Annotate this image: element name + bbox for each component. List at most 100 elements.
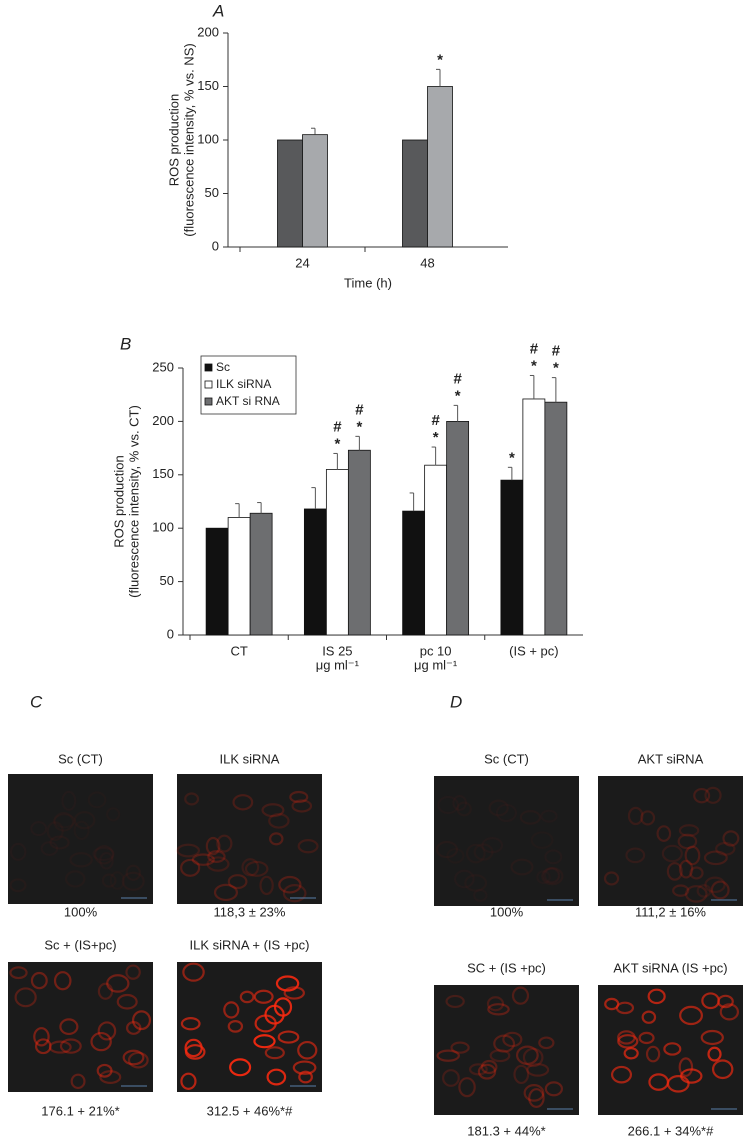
y-tick-label: 50	[205, 185, 219, 200]
micrograph	[434, 985, 579, 1115]
cell	[510, 858, 534, 876]
cell	[678, 1057, 694, 1077]
cell	[182, 962, 205, 982]
bar	[544, 401, 568, 636]
cell	[715, 841, 736, 856]
cell	[216, 834, 233, 853]
cell	[627, 806, 644, 826]
cell	[59, 1038, 82, 1054]
significance-marker: *	[455, 387, 461, 404]
cell	[49, 835, 70, 850]
cell	[241, 858, 260, 877]
cell	[97, 982, 114, 1000]
cell	[176, 843, 201, 858]
image-title: AKT siRNA (IS +pc)	[613, 960, 727, 975]
cell	[679, 1005, 703, 1026]
cell	[538, 1036, 555, 1050]
cell	[244, 860, 269, 877]
cell	[9, 966, 28, 980]
legend-label: Sc	[216, 360, 230, 374]
cell	[33, 1027, 50, 1047]
cell	[707, 1046, 722, 1062]
bar	[446, 420, 470, 636]
cell	[278, 875, 302, 894]
cell	[191, 853, 215, 866]
image-title: ILK siRNA	[220, 751, 280, 766]
significance-marker: *	[433, 429, 439, 446]
cell	[291, 799, 313, 813]
significance-marker: *	[437, 51, 443, 68]
cell	[502, 1031, 523, 1048]
error-bar	[507, 466, 513, 481]
cell	[604, 997, 620, 1011]
bar	[249, 512, 273, 636]
cell	[70, 1073, 86, 1090]
cell	[239, 990, 255, 1004]
cell	[9, 878, 27, 893]
cell	[689, 866, 704, 880]
image-caption: 111,2 ± 16%	[635, 904, 706, 919]
cell	[273, 997, 293, 1017]
legend-label: ILK siRNA	[216, 377, 271, 391]
cell	[53, 971, 72, 991]
cell	[489, 1049, 511, 1063]
cell	[645, 1045, 661, 1063]
cell	[268, 813, 290, 829]
image-caption: 176.1 + 21%*	[41, 1103, 119, 1118]
micrograph	[598, 776, 743, 906]
cell	[207, 850, 226, 863]
image-caption: 312.5 + 46%*#	[207, 1103, 293, 1118]
cell	[125, 964, 141, 980]
bar	[522, 398, 546, 636]
cell	[94, 845, 115, 865]
cell	[656, 825, 672, 842]
bar	[427, 86, 453, 248]
cell	[704, 876, 726, 894]
cell	[710, 880, 730, 900]
image-title: Sc + (IS+pc)	[44, 937, 116, 952]
x-tick-label: 24	[295, 255, 309, 270]
x-tick-label: IS 25	[322, 643, 352, 658]
error-bar	[529, 374, 535, 399]
cell	[684, 885, 708, 903]
cell	[678, 824, 700, 837]
y-tick-label: 150	[152, 466, 174, 481]
cell	[180, 1072, 197, 1090]
significance-marker: *	[531, 357, 537, 374]
cell	[711, 1059, 734, 1080]
error-bar	[311, 487, 316, 509]
significance-marker: #	[431, 412, 440, 429]
cell	[519, 809, 542, 825]
cell	[684, 845, 701, 866]
cell	[468, 1063, 488, 1076]
cell	[259, 875, 274, 896]
cell	[696, 884, 712, 898]
significance-marker: #	[355, 401, 364, 418]
bar	[402, 139, 428, 248]
cell	[116, 993, 138, 1010]
cell	[541, 867, 564, 886]
image-title: SC + (IS +pc)	[467, 960, 546, 975]
image-title: Sc (CT)	[484, 751, 529, 766]
cell	[131, 1010, 152, 1031]
cell	[14, 987, 37, 1008]
cell	[677, 833, 698, 850]
x-tick-label: pc 10	[420, 643, 452, 658]
cell	[48, 1040, 72, 1054]
cell	[97, 1021, 117, 1041]
bar	[303, 508, 327, 636]
cell	[487, 1003, 510, 1016]
cell	[603, 871, 620, 886]
cell	[442, 1069, 460, 1087]
panel-letter: A	[212, 1, 224, 20]
bar	[205, 527, 229, 636]
significance-marker: #	[333, 418, 342, 435]
legend-box	[200, 355, 297, 415]
error-bar	[551, 377, 557, 403]
legend-swatch	[204, 380, 213, 389]
cell	[264, 1046, 285, 1060]
cell	[266, 1068, 287, 1086]
cell	[106, 974, 130, 993]
image-caption: 266.1 + 34%*#	[628, 1123, 714, 1138]
cell	[526, 1063, 550, 1077]
